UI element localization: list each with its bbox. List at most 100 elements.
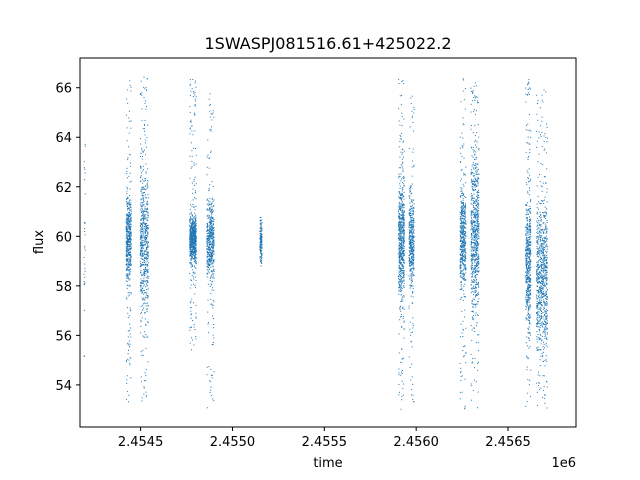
data-point bbox=[194, 104, 196, 106]
data-point bbox=[130, 377, 132, 379]
data-point bbox=[460, 231, 462, 233]
data-point bbox=[463, 172, 465, 174]
data-point bbox=[472, 272, 474, 274]
data-point bbox=[212, 200, 214, 202]
data-point bbox=[210, 303, 212, 305]
data-point bbox=[475, 234, 477, 236]
data-point bbox=[130, 204, 132, 206]
data-point bbox=[141, 244, 143, 246]
data-point bbox=[477, 219, 479, 221]
data-point bbox=[190, 119, 192, 121]
data-point bbox=[461, 311, 463, 313]
data-point bbox=[212, 186, 214, 188]
data-point bbox=[463, 220, 465, 222]
data-point bbox=[477, 254, 479, 256]
data-point bbox=[473, 225, 475, 227]
data-point bbox=[475, 277, 477, 279]
data-point bbox=[476, 206, 478, 208]
data-point bbox=[399, 307, 401, 309]
data-point bbox=[206, 209, 208, 211]
data-point bbox=[399, 206, 401, 208]
data-point bbox=[141, 189, 143, 191]
data-point bbox=[403, 245, 405, 247]
data-point bbox=[140, 152, 142, 154]
data-point bbox=[141, 237, 143, 239]
data-point bbox=[146, 188, 148, 190]
data-point bbox=[129, 262, 131, 264]
data-point bbox=[403, 250, 405, 252]
data-point bbox=[461, 236, 463, 238]
data-point bbox=[189, 133, 191, 135]
data-point bbox=[399, 244, 401, 246]
data-point bbox=[462, 78, 464, 80]
data-point bbox=[403, 274, 405, 276]
data-point bbox=[460, 232, 462, 234]
data-point bbox=[461, 211, 463, 213]
data-point bbox=[410, 274, 412, 276]
data-point bbox=[195, 235, 197, 237]
data-point bbox=[213, 268, 215, 270]
data-point bbox=[195, 217, 197, 219]
data-point bbox=[408, 264, 410, 266]
data-point bbox=[462, 237, 464, 239]
data-point bbox=[130, 213, 132, 215]
data-point bbox=[402, 169, 404, 171]
data-point bbox=[126, 277, 128, 279]
data-point bbox=[461, 257, 463, 259]
data-point bbox=[130, 220, 132, 222]
data-point bbox=[129, 333, 131, 335]
data-point bbox=[399, 217, 401, 219]
data-point bbox=[470, 241, 472, 243]
data-point bbox=[412, 394, 414, 396]
data-point bbox=[411, 213, 413, 215]
data-point bbox=[145, 238, 147, 240]
data-point bbox=[472, 268, 474, 270]
data-point bbox=[470, 325, 472, 327]
data-point bbox=[459, 289, 461, 291]
data-point bbox=[408, 224, 410, 226]
data-point bbox=[402, 187, 404, 189]
data-point bbox=[195, 221, 197, 223]
data-point bbox=[210, 203, 212, 205]
data-point bbox=[206, 255, 208, 257]
data-point bbox=[145, 172, 147, 174]
data-point bbox=[125, 297, 127, 299]
data-point bbox=[127, 227, 129, 229]
data-point bbox=[475, 268, 477, 270]
data-point bbox=[141, 280, 143, 282]
data-point bbox=[460, 323, 462, 325]
data-point bbox=[147, 260, 149, 262]
data-point bbox=[398, 236, 400, 238]
data-point bbox=[206, 259, 208, 261]
data-point bbox=[206, 248, 208, 250]
data-point bbox=[476, 220, 478, 222]
data-point bbox=[410, 187, 411, 189]
data-point bbox=[212, 260, 214, 261]
data-point bbox=[211, 229, 213, 231]
data-point bbox=[478, 148, 480, 150]
data-point bbox=[403, 83, 405, 85]
data-point bbox=[129, 221, 131, 223]
data-point bbox=[471, 186, 473, 188]
data-point bbox=[130, 203, 132, 205]
data-point bbox=[211, 119, 213, 121]
data-point bbox=[475, 200, 477, 202]
data-point bbox=[142, 247, 144, 249]
data-point bbox=[146, 247, 148, 249]
data-point bbox=[410, 282, 412, 284]
data-point bbox=[145, 277, 147, 279]
data-point bbox=[470, 125, 472, 127]
data-point bbox=[191, 245, 193, 247]
data-point bbox=[408, 242, 410, 244]
data-point bbox=[402, 205, 404, 207]
data-point bbox=[529, 201, 531, 203]
data-point bbox=[462, 145, 464, 147]
data-point bbox=[477, 223, 479, 225]
data-point bbox=[401, 289, 403, 291]
data-point bbox=[411, 262, 413, 264]
data-point bbox=[402, 215, 404, 217]
data-point bbox=[411, 278, 413, 280]
data-point bbox=[472, 327, 474, 329]
data-point bbox=[409, 265, 411, 267]
data-point bbox=[195, 257, 197, 259]
